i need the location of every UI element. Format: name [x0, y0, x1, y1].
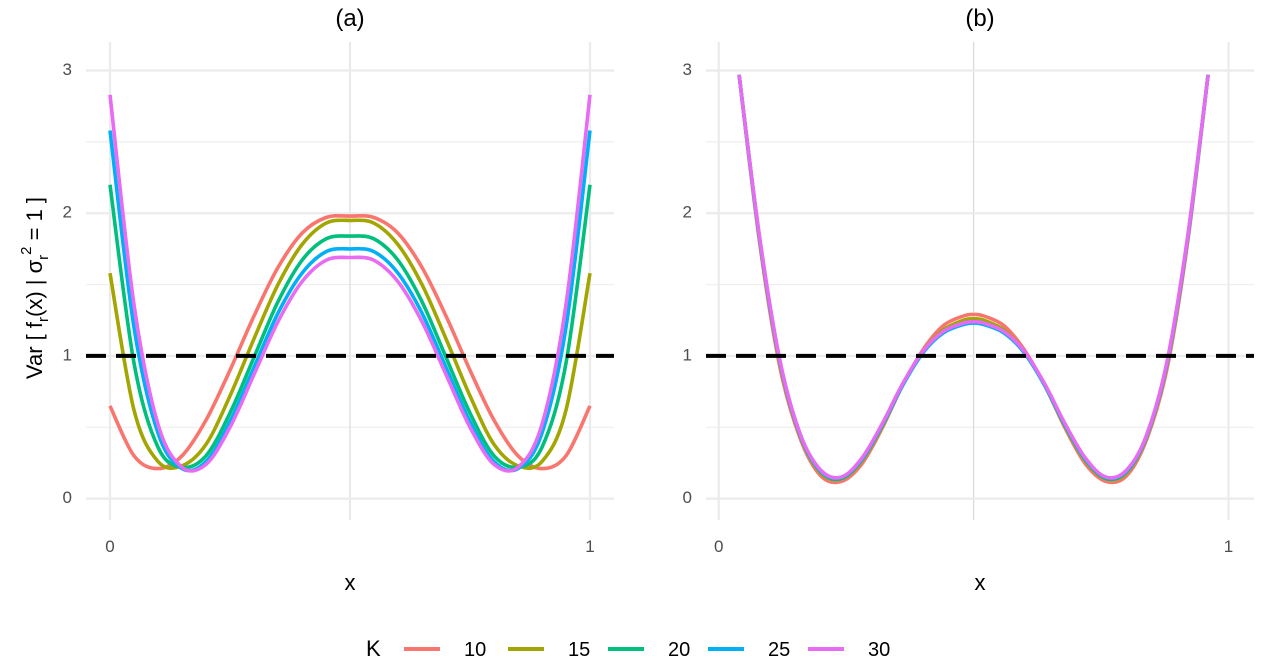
y-tick-label: 2 [63, 203, 72, 222]
y-axis-label-text: Var [ fr(x) | σr2 = 1 ] [18, 197, 52, 379]
x-tick-label: 0 [105, 537, 114, 556]
series-line-k25 [108, 130, 592, 473]
legend-label: 20 [668, 639, 690, 661]
x-tick-label: 1 [585, 537, 594, 556]
legend-label: 15 [568, 639, 590, 661]
x-tick-label: 0 [714, 537, 723, 556]
x-axis-label: x [345, 570, 356, 595]
y-tick-label: 2 [683, 203, 692, 222]
x-axis-label: x [975, 570, 986, 595]
y-tick-label: 0 [63, 488, 72, 507]
y-tick-label: 3 [63, 60, 72, 79]
x-tick-label: 1 [1224, 537, 1233, 556]
legend-label: 10 [464, 639, 486, 661]
legend-label: 30 [868, 639, 890, 661]
legend: K 10 15 20 25 30 [366, 636, 890, 661]
legend-title: K [366, 636, 381, 661]
panel-b: 0 1 2 3 0 1 (b) x [683, 5, 1254, 595]
legend-item-k25: 25 [708, 639, 790, 661]
y-axis-label: Var [ fr(x) | σr2 = 1 ] [18, 197, 52, 379]
legend-item-k20: 20 [608, 639, 690, 661]
panel-title: (b) [965, 5, 994, 32]
panel-a: 0 1 2 3 0 1 (a) x [63, 5, 614, 595]
panel-title: (a) [335, 5, 364, 32]
legend-item-k30: 30 [808, 639, 890, 661]
y-tick-label: 3 [683, 60, 692, 79]
series-line-k10 [108, 213, 592, 471]
panels: 0 1 2 3 0 1 (a) x 0 1 2 3 0 1 (b) x [63, 5, 1254, 595]
legend-label: 25 [768, 639, 790, 661]
series-line-k30 [737, 74, 1210, 480]
y-tick-label: 1 [683, 345, 692, 364]
legend-item-k10: 10 [404, 639, 486, 661]
y-tick-label: 0 [683, 488, 692, 507]
y-tick-label: 1 [63, 345, 72, 364]
legend-item-k15: 15 [508, 639, 590, 661]
series-line-k30 [108, 94, 592, 473]
